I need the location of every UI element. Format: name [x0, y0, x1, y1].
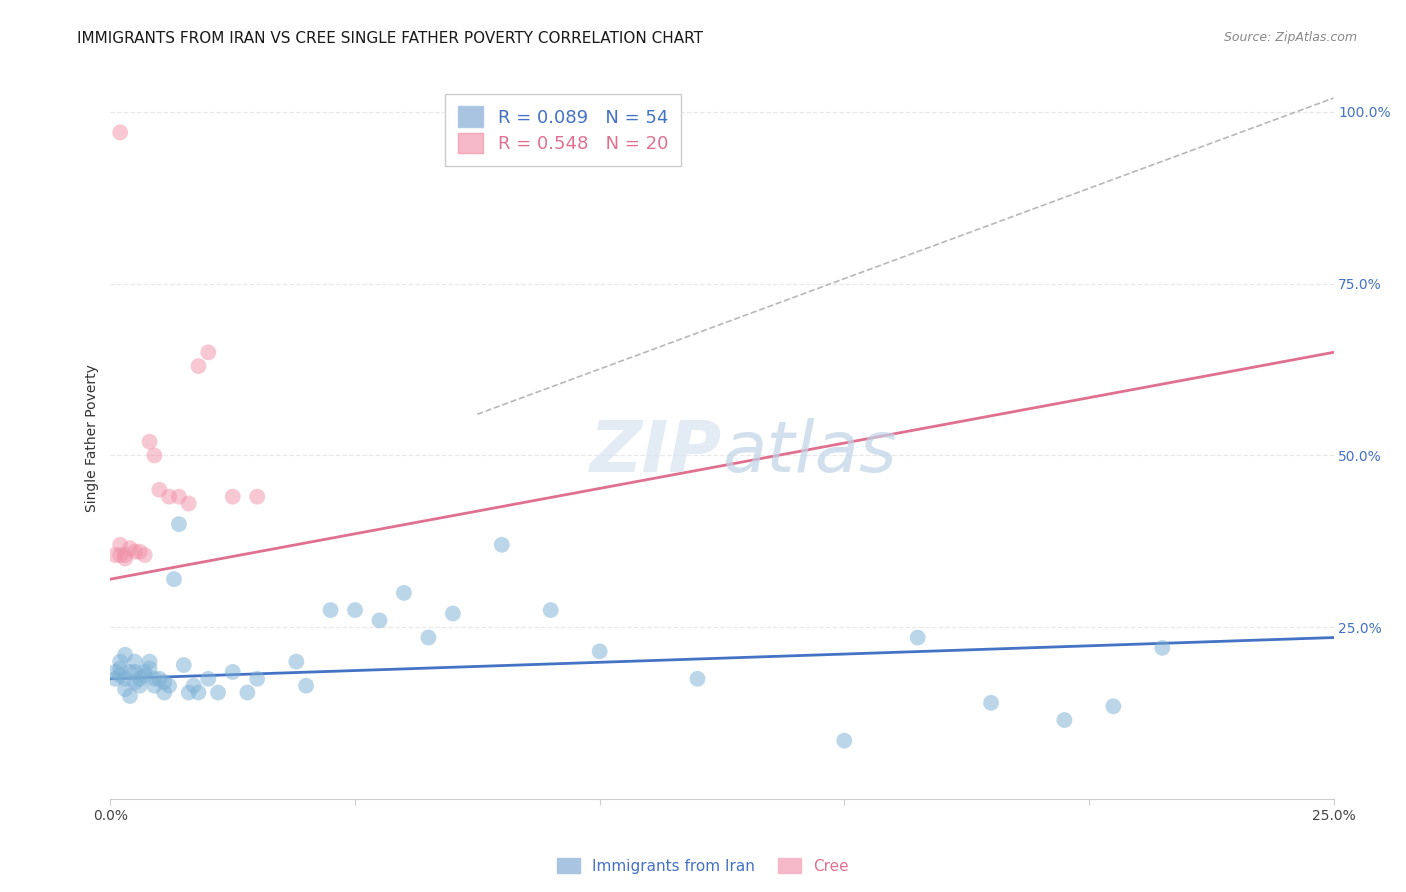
Point: [138, 661, 160, 675]
Point: [246, 672, 269, 686]
Point: [108, 655, 131, 669]
Point: [177, 685, 200, 699]
Point: [1102, 699, 1125, 714]
Point: [153, 685, 176, 699]
Point: [319, 603, 342, 617]
Point: [108, 125, 131, 139]
Point: [148, 483, 170, 497]
Point: [124, 665, 146, 679]
Text: atlas: atlas: [721, 418, 897, 487]
Point: [295, 679, 318, 693]
Point: [104, 665, 127, 679]
Point: [148, 672, 170, 686]
Point: [134, 548, 156, 562]
Point: [143, 449, 166, 463]
Point: [118, 689, 141, 703]
Point: [491, 538, 513, 552]
Point: [114, 672, 136, 686]
Point: [108, 548, 131, 562]
Point: [118, 665, 141, 679]
Point: [114, 648, 136, 662]
Point: [285, 655, 308, 669]
Point: [114, 682, 136, 697]
Point: [183, 679, 205, 693]
Text: IMMIGRANTS FROM IRAN VS CREE SINGLE FATHER POVERTY CORRELATION CHART: IMMIGRANTS FROM IRAN VS CREE SINGLE FATH…: [77, 31, 703, 46]
Point: [222, 490, 245, 504]
Y-axis label: Single Father Poverty: Single Father Poverty: [86, 364, 100, 512]
Point: [907, 631, 929, 645]
Point: [392, 586, 415, 600]
Point: [104, 672, 127, 686]
Legend: Immigrants from Iran, Cree: Immigrants from Iran, Cree: [551, 852, 855, 880]
Point: [134, 668, 156, 682]
Point: [143, 672, 166, 686]
Point: [128, 544, 150, 558]
Point: [153, 675, 176, 690]
Point: [114, 548, 136, 562]
Point: [222, 665, 245, 679]
Point: [108, 668, 131, 682]
Point: [128, 679, 150, 693]
Point: [108, 538, 131, 552]
Point: [138, 655, 160, 669]
Point: [441, 607, 464, 621]
Point: [163, 572, 186, 586]
Point: [134, 665, 156, 679]
Point: [187, 359, 209, 373]
Point: [124, 655, 146, 669]
Point: [173, 658, 195, 673]
Text: Source: ZipAtlas.com: Source: ZipAtlas.com: [1223, 31, 1357, 45]
Point: [138, 434, 160, 449]
Point: [344, 603, 367, 617]
Point: [686, 672, 709, 686]
Point: [104, 548, 127, 562]
Point: [118, 541, 141, 556]
Point: [167, 490, 190, 504]
Point: [128, 672, 150, 686]
Point: [177, 497, 200, 511]
Point: [832, 733, 855, 747]
Point: [197, 672, 219, 686]
Point: [157, 679, 180, 693]
Point: [124, 675, 146, 690]
Point: [197, 345, 219, 359]
Point: [540, 603, 562, 617]
Point: [108, 661, 131, 675]
Point: [124, 544, 146, 558]
Point: [143, 679, 166, 693]
Point: [157, 490, 180, 504]
Point: [246, 490, 269, 504]
Point: [368, 613, 391, 627]
Point: [418, 631, 440, 645]
Point: [187, 685, 209, 699]
Point: [114, 551, 136, 566]
Point: [588, 644, 610, 658]
Text: ZIP: ZIP: [589, 418, 721, 487]
Point: [236, 685, 259, 699]
Point: [980, 696, 1002, 710]
Point: [207, 685, 229, 699]
Point: [1152, 640, 1174, 655]
Legend: R = 0.089   N = 54, R = 0.548   N = 20: R = 0.089 N = 54, R = 0.548 N = 20: [446, 94, 681, 166]
Point: [167, 517, 190, 532]
Point: [1053, 713, 1076, 727]
